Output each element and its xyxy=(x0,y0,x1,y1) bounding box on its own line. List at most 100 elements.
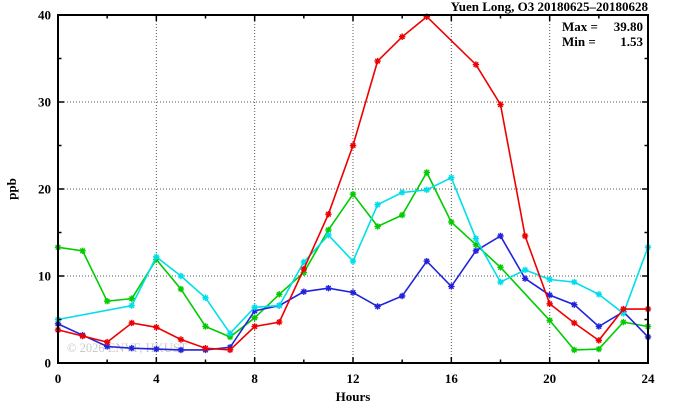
x-tick-label: 8 xyxy=(251,371,258,386)
series-green-marker xyxy=(276,291,283,298)
series-blue-marker xyxy=(128,345,135,352)
x-axis-label: Hours xyxy=(336,389,371,404)
x-axis-tick-labels: 0 4 8 12 16 20 24 xyxy=(55,371,655,386)
series-cyan-marker xyxy=(128,302,135,309)
series-cyan-marker xyxy=(595,291,603,298)
series-cyan-marker xyxy=(251,304,258,311)
series-blue-marker xyxy=(497,232,504,240)
x-tick-label: 20 xyxy=(543,371,556,386)
series-red-marker xyxy=(128,319,135,327)
y-tick-label: 20 xyxy=(38,182,51,197)
series-green-marker xyxy=(398,211,406,219)
series-blue-marker xyxy=(300,288,308,295)
series-blue-marker xyxy=(398,292,406,300)
series-red-marker xyxy=(472,61,480,68)
series-red-marker xyxy=(251,323,258,330)
series-cyan-marker xyxy=(300,258,308,266)
series-cyan-marker xyxy=(153,253,160,261)
series-red-marker xyxy=(325,211,332,218)
series-cyan-marker xyxy=(226,330,234,337)
series-red-marker xyxy=(300,265,308,273)
series-green-marker xyxy=(497,264,504,271)
series-blue-marker xyxy=(472,247,480,254)
x-tick-label: 16 xyxy=(445,371,459,386)
series-cyan-marker xyxy=(349,258,357,265)
y-axis-label: ppb xyxy=(4,178,19,200)
series-red-marker xyxy=(398,33,406,40)
series-red-marker xyxy=(79,332,86,340)
grid-lines xyxy=(58,15,648,363)
series-green-marker xyxy=(325,226,332,234)
axis-ticks xyxy=(57,14,649,364)
series-green-marker xyxy=(202,323,209,330)
series-blue-marker xyxy=(251,307,258,314)
series-blue-marker xyxy=(571,301,578,308)
series-red-marker xyxy=(103,338,111,346)
series-blue-marker xyxy=(374,303,381,310)
series-blue-marker xyxy=(448,283,455,290)
stats-max-value: 39.80 xyxy=(614,19,643,34)
series-green-marker xyxy=(300,269,308,276)
series-cyan-marker xyxy=(571,278,578,286)
series-green-marker xyxy=(448,218,455,226)
series-cyan-marker xyxy=(374,201,381,208)
series-cyan-marker xyxy=(202,294,209,301)
series-red-line xyxy=(57,15,648,351)
series-green-marker xyxy=(128,295,135,302)
y-axis-tick-labels: 0 10 20 30 40 xyxy=(38,8,51,371)
series-blue-marker xyxy=(153,345,160,353)
series-red-marker xyxy=(497,101,504,108)
series-blue-marker xyxy=(177,346,185,354)
series-green-marker xyxy=(79,247,86,254)
series-red-marker xyxy=(620,305,627,313)
series-red-marker xyxy=(546,300,553,308)
series-cyan-marker xyxy=(521,266,529,274)
series-green-marker xyxy=(620,318,627,326)
series-cyan-marker xyxy=(276,302,283,309)
series-green-marker xyxy=(423,169,430,176)
series-blue-marker xyxy=(325,284,332,292)
series-red-marker xyxy=(374,57,381,65)
series-green-marker xyxy=(251,314,258,321)
series-blue-marker xyxy=(103,343,111,350)
series-red-marker xyxy=(349,142,357,149)
series-red-marker xyxy=(423,13,430,20)
series-red-marker xyxy=(276,318,283,326)
series-red-marker xyxy=(153,324,160,331)
series-cyan-marker xyxy=(448,174,455,181)
y-tick-label: 10 xyxy=(38,269,51,284)
x-tick-label: 12 xyxy=(347,371,360,386)
stats-box: Max = 39.80 Min = 1.53 xyxy=(562,19,644,49)
series-red-marker xyxy=(571,319,578,327)
series-green-marker xyxy=(177,285,185,293)
series-blue-marker xyxy=(349,289,357,296)
x-tick-label: 24 xyxy=(642,371,656,386)
series-red-marker xyxy=(595,337,603,344)
y-tick-label: 40 xyxy=(38,8,51,23)
series-green-marker xyxy=(571,346,578,354)
series-green-marker xyxy=(595,345,603,353)
y-tick-label: 30 xyxy=(38,95,51,110)
series-green-marker xyxy=(349,191,357,198)
series-cyan-marker xyxy=(546,276,553,283)
series-blue-marker xyxy=(595,323,603,330)
stats-max-label: Max = xyxy=(562,19,598,34)
series-cyan-marker xyxy=(398,189,406,196)
series-cyan-marker xyxy=(177,272,185,280)
stats-min-value: 1.53 xyxy=(620,34,643,49)
series-red-marker xyxy=(521,232,529,240)
series-cyan-marker xyxy=(472,235,480,242)
chart-title: Yuen Long, O3 20180625–20180628 xyxy=(451,0,649,14)
series-red-marker xyxy=(226,346,234,354)
series-red-marker xyxy=(202,345,209,352)
series-blue-marker xyxy=(521,275,529,282)
series-green-marker xyxy=(374,223,381,230)
series-cyan-marker xyxy=(620,310,627,317)
series-green-marker xyxy=(472,241,480,248)
series-blue-marker xyxy=(546,291,553,299)
series-green-marker xyxy=(103,298,111,305)
series-cyan-marker xyxy=(497,278,504,286)
x-tick-label: 0 xyxy=(55,371,62,386)
